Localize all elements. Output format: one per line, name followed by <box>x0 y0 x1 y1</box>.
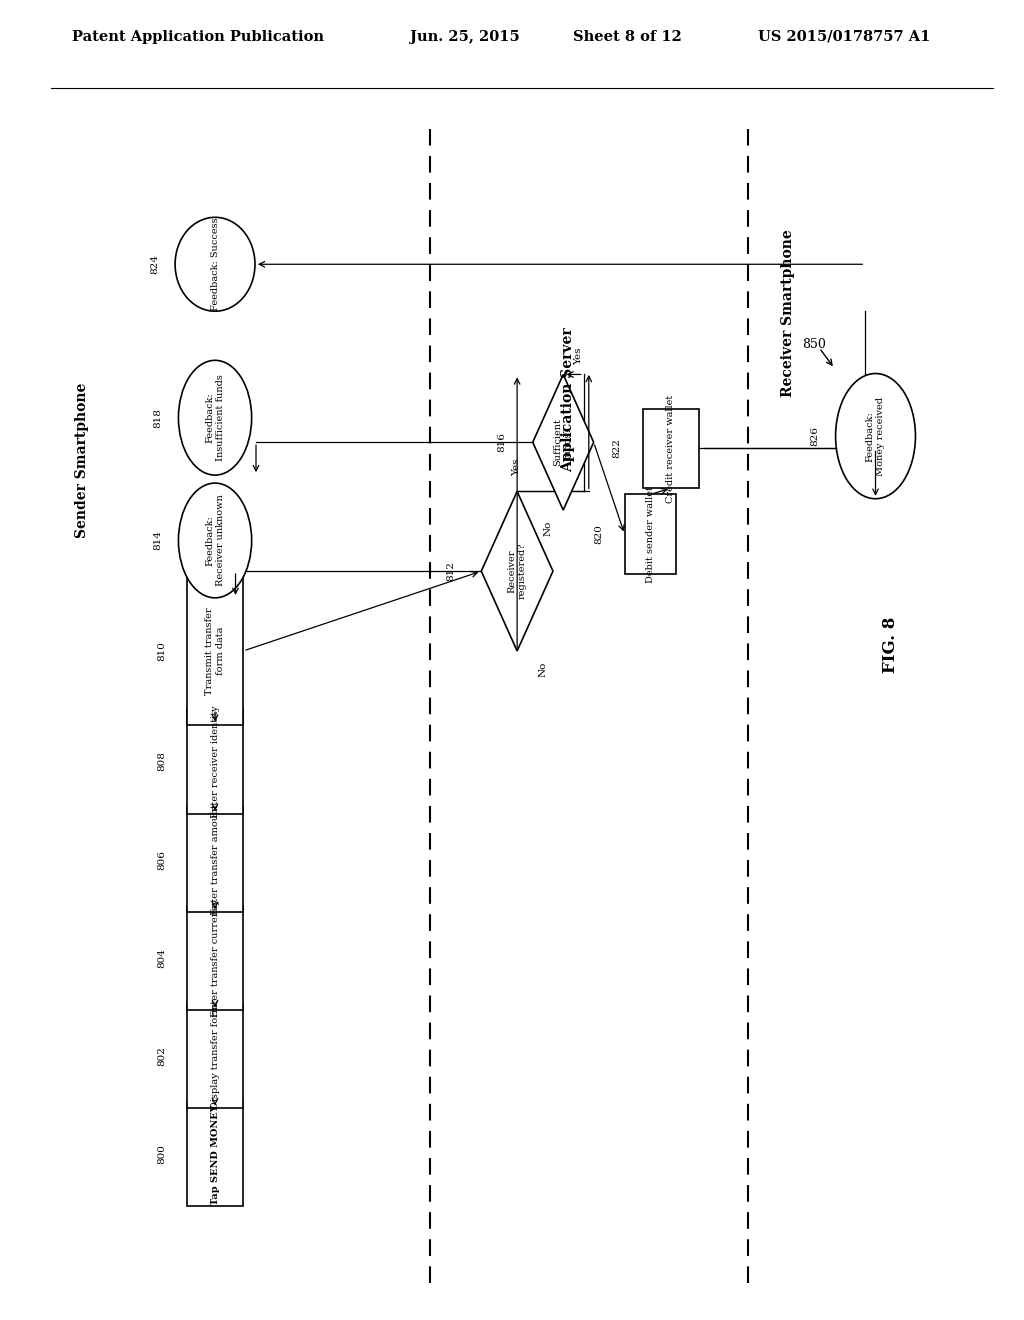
Bar <box>186 709 244 813</box>
Text: Sender Smartphone: Sender Smartphone <box>75 383 89 539</box>
Ellipse shape <box>178 360 252 475</box>
Text: Enter receiver identity: Enter receiver identity <box>211 705 219 818</box>
Text: 824: 824 <box>151 255 159 275</box>
Text: Enter transfer amount: Enter transfer amount <box>211 804 219 915</box>
Text: 816: 816 <box>498 433 507 453</box>
Text: 806: 806 <box>157 850 166 870</box>
Text: Feedback:
Money received: Feedback: Money received <box>866 396 885 475</box>
Text: 826: 826 <box>811 426 819 446</box>
Text: No: No <box>544 521 552 536</box>
Bar <box>186 577 244 725</box>
Text: 814: 814 <box>154 531 163 550</box>
Ellipse shape <box>836 374 915 499</box>
Text: Receiver Smartphone: Receiver Smartphone <box>781 230 796 397</box>
Text: 804: 804 <box>157 948 166 968</box>
Text: 820: 820 <box>595 524 603 544</box>
Text: No: No <box>539 661 547 677</box>
Text: 822: 822 <box>612 438 622 458</box>
Ellipse shape <box>175 218 255 312</box>
Text: 812: 812 <box>446 561 455 581</box>
Text: 800: 800 <box>157 1144 166 1164</box>
Polygon shape <box>481 491 553 651</box>
Text: Yes: Yes <box>513 458 521 475</box>
Bar <box>186 808 244 912</box>
Text: Receiver
registered?: Receiver registered? <box>508 543 526 599</box>
Text: 850: 850 <box>802 338 826 351</box>
Text: Sufficient
funds?: Sufficient funds? <box>554 418 572 466</box>
Text: Feedback: Success: Feedback: Success <box>211 218 219 312</box>
Text: Credit receiver wallet: Credit receiver wallet <box>667 395 675 503</box>
Text: 818: 818 <box>154 408 163 428</box>
Text: Patent Application Publication: Patent Application Publication <box>72 30 324 44</box>
Text: 810: 810 <box>157 642 166 661</box>
Text: Enter transfer currency: Enter transfer currency <box>211 899 219 1016</box>
Bar <box>186 1005 244 1109</box>
Bar <box>643 408 699 488</box>
Text: Display transfer form: Display transfer form <box>211 1003 219 1109</box>
Text: Debit sender wallet: Debit sender wallet <box>646 486 654 582</box>
Text: 802: 802 <box>157 1047 166 1067</box>
Text: Sheet 8 of 12: Sheet 8 of 12 <box>573 30 682 44</box>
Bar <box>186 1102 244 1206</box>
Text: Transmit transfer
form data: Transmit transfer form data <box>206 607 224 694</box>
Text: 808: 808 <box>157 751 166 771</box>
Text: Feedback:
Insufficient funds: Feedback: Insufficient funds <box>206 375 224 461</box>
Text: Application Server: Application Server <box>561 327 575 471</box>
Text: Feedback:
Receiver unknown: Feedback: Receiver unknown <box>206 495 224 586</box>
Text: Yes: Yes <box>574 347 583 364</box>
Text: Jun. 25, 2015: Jun. 25, 2015 <box>410 30 519 44</box>
Bar <box>186 906 244 1010</box>
Text: US 2015/0178757 A1: US 2015/0178757 A1 <box>758 30 930 44</box>
Bar <box>625 495 676 574</box>
Ellipse shape <box>178 483 252 598</box>
Text: FIG. 8: FIG. 8 <box>883 616 899 673</box>
Polygon shape <box>532 375 594 510</box>
Text: Tap SEND MONEY: Tap SEND MONEY <box>211 1104 219 1205</box>
